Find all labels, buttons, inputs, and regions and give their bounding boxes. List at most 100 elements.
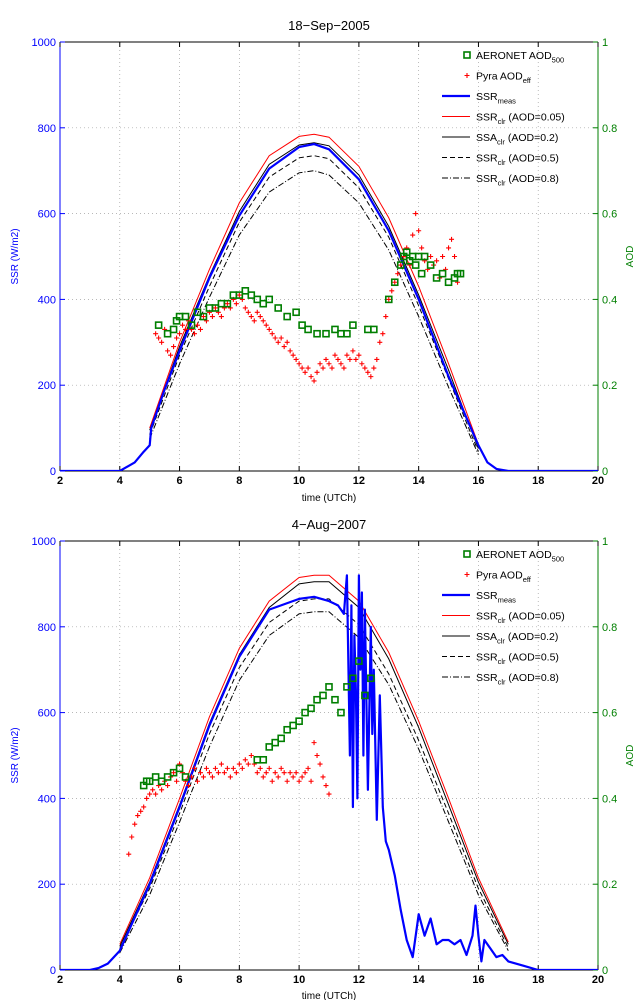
pyra-aod-point [413,211,419,217]
pyra-aod-point [192,331,197,337]
pyra-aod-point [281,344,287,350]
legend-label-c02: SSAclr (AOD=0.2) [476,132,558,147]
legend-pyra-marker [464,572,470,577]
pyra-aod-point [299,365,305,371]
y2-tick-label: 1 [602,37,608,49]
legend-subscript: clr [497,637,505,646]
y2-tick-label: 0 [602,965,608,977]
x-tick-label: 16 [472,974,484,986]
y-tick-label: 1000 [32,536,56,548]
pyra-aod-point [159,339,165,345]
x-tick-label: 20 [592,974,604,986]
aeronet-aod-point [175,764,184,773]
aeronet-aod-point [277,734,285,743]
x-tick-label: 8 [236,974,242,986]
pyra-aod-point [212,765,218,771]
pyra-aod-point [449,236,455,242]
legend-label-meas: SSRmeas [476,91,516,106]
y-tick-label: 200 [38,380,56,392]
y-tick-label: 1000 [32,37,56,49]
pyra-aod-point [227,774,233,780]
pyra-aod-point [221,770,227,776]
pyra-aod-point [150,787,156,793]
pyra-aod-point [293,356,299,362]
aeronet-aod-point [396,261,405,269]
legend-label-c005: SSRclr (AOD=0.05) [476,611,565,626]
aeronet-aod-point [367,674,375,683]
legend-suffix: (AOD=0.5) [506,153,559,165]
pyra-aod-point [168,352,174,358]
pyra-aod-point [248,314,254,320]
aeronet-aod-point [432,274,441,282]
x-tick-label: 18 [532,974,544,986]
pyra-aod-point [174,778,180,784]
aeronet-aod-point [253,295,262,304]
pyra-aod-point [233,301,239,307]
pyra-aod-point [224,765,230,771]
aeronet-aod-point [307,704,315,713]
legend-text: SSR [476,91,498,103]
x-tick-label: 6 [176,974,182,986]
pyra-aod-point [200,314,206,320]
aeronet-aod-point [259,299,268,308]
pyra-aod-point [260,318,266,324]
pyra-aod-point [203,765,209,771]
pyra-aod-point [377,339,383,345]
pyra-aod-point [186,783,192,789]
y-tick-label: 800 [38,622,56,634]
pyra-aod-point [141,804,147,810]
y2-tick-label: 0.6 [602,209,617,221]
pyra-aod-point [323,783,329,789]
ssr-clear-aod-0.5-line [119,598,509,949]
legend-label-pyra: Pyra AODeff [476,71,532,86]
pyra-aod-point [287,348,293,354]
aeronet-aod-point [349,321,357,329]
aeronet-aod-point [301,708,309,717]
legend-subscript: clr [498,158,506,167]
y-tick-label: 600 [38,708,56,720]
pyra-aod-point [153,791,159,797]
pyra-aod-point [242,757,248,763]
pyra-aod-point [159,787,165,793]
aeronet-aod-point [283,725,291,734]
aeronet-aod-point [444,278,453,287]
legend-subscript: clr [498,179,506,188]
legend-subscript: eff [523,575,532,584]
pyra-aod-point [329,365,335,371]
chart-title: 18−Sep−2005 [288,18,370,33]
pyra-aod-point [326,791,332,797]
aeronet-aod-point [343,683,351,691]
aeronet-aod-point [426,261,435,269]
x-tick-label: 2 [57,475,63,487]
pyra-aod-point [356,352,362,358]
pyra-aod-point [218,761,224,767]
x-tick-label: 14 [413,974,426,986]
pyra-aod-point [452,254,458,259]
plot-content [60,574,598,970]
aeronet-aod-point [163,329,172,338]
pyra-aod-point [332,352,338,358]
pyra-aod-point [218,314,224,320]
pyra-aod-point [245,761,251,767]
pyra-aod-point [341,365,347,371]
aeronet-aod-point [163,773,172,781]
aeronet-aod-point [322,329,330,338]
x-tick-label: 12 [353,974,365,986]
pyra-aod-point [281,770,287,776]
legend-text: AERONET AOD [476,50,552,62]
aeronet-aod-point [145,777,154,786]
pyra-aod-point [278,335,284,341]
pyra-aod-point [275,774,281,780]
pyra-aod-point [269,331,275,337]
aeronet-aod-point [223,299,232,308]
pyra-aod-point [266,765,272,771]
pyra-aod-point [338,361,344,367]
legend-aeronet-marker [463,550,471,558]
legend-aeronet-marker [463,51,471,59]
grid [60,42,598,471]
legend-suffix: (AOD=0.05) [506,112,565,124]
y2-axis-label: AOD [625,246,636,268]
x-tick-label: 20 [592,475,604,487]
aeronet-aod-point [265,743,274,751]
